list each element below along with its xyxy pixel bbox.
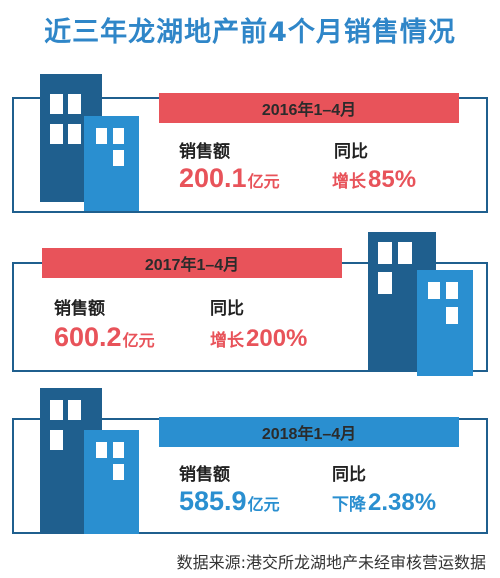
period-banner-2017: 2017年1–4月 bbox=[42, 248, 342, 278]
panel-2017: 2017年1–4月 销售额 同比 600.2亿元 增长200% bbox=[12, 248, 488, 372]
change-word: 下降 bbox=[332, 495, 366, 515]
period-banner-2016: 2016年1–4月 bbox=[159, 93, 459, 123]
yoy-value-2016: 增长85% bbox=[332, 166, 416, 194]
yoy-value-2018: 下降2.38% bbox=[332, 489, 436, 517]
sales-unit: 亿元 bbox=[247, 497, 280, 514]
change-word: 增长 bbox=[210, 331, 244, 351]
sales-value-2017: 600.2亿元 bbox=[54, 322, 155, 353]
change-percent: 2.38% bbox=[368, 489, 437, 516]
data-source-note: 数据来源:港交所龙湖地产未经审核营运数据 bbox=[176, 553, 486, 572]
yoy-label-2016: 同比 bbox=[334, 142, 368, 162]
sales-unit: 亿元 bbox=[247, 174, 280, 191]
sales-value-2016: 200.1亿元 bbox=[179, 163, 280, 194]
sales-label-2018: 销售额 bbox=[179, 465, 230, 485]
sales-number: 585.9 bbox=[179, 486, 247, 516]
panel-2016: 2016年1–4月 销售额 同比 200.1亿元 增长85% bbox=[12, 93, 488, 213]
panel-2018: 2018年1–4月 销售额 同比 585.9亿元 下降2.38% bbox=[12, 417, 488, 534]
sales-value-2018: 585.9亿元 bbox=[179, 486, 280, 517]
yoy-label-2018: 同比 bbox=[332, 465, 366, 485]
change-word: 增长 bbox=[332, 172, 366, 192]
yoy-label-2017: 同比 bbox=[210, 299, 244, 319]
change-percent: 200% bbox=[246, 325, 308, 352]
sales-number: 200.1 bbox=[179, 163, 247, 193]
period-banner-2018: 2018年1–4月 bbox=[159, 417, 459, 447]
sales-label-2016: 销售额 bbox=[179, 142, 230, 162]
change-percent: 85% bbox=[368, 166, 417, 193]
sales-label-2017: 销售额 bbox=[54, 299, 105, 319]
sales-number: 600.2 bbox=[54, 322, 122, 352]
sales-unit: 亿元 bbox=[122, 333, 155, 350]
yoy-value-2017: 增长200% bbox=[210, 325, 307, 353]
page-title: 近三年龙湖地产前4个月销售情况 bbox=[44, 17, 456, 48]
